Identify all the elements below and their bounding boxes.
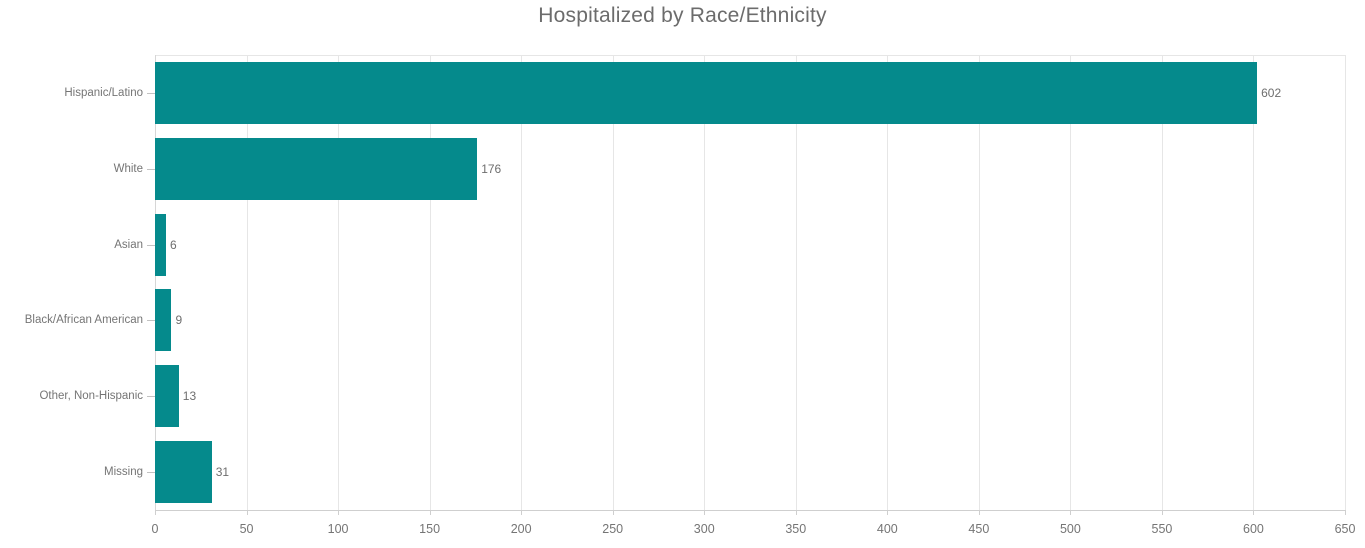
y-tick-asian (147, 244, 155, 246)
value-label-other-non-hispanic: 13 (182, 389, 197, 404)
category-label-missing: Missing (104, 466, 143, 479)
value-label-black-african-american: 9 (175, 313, 183, 328)
x-tick-500 (1070, 510, 1072, 515)
x-tick-label-150: 150 (419, 522, 441, 536)
category-label-asian: Asian (114, 238, 143, 251)
x-gridline-200 (521, 55, 523, 510)
x-gridline-600 (1253, 55, 1255, 510)
value-label-hispanic-latino: 602 (1261, 85, 1282, 100)
bar-other-non-hispanic[interactable] (155, 365, 179, 428)
bar-asian[interactable] (155, 213, 166, 276)
category-label-hispanic-latino: Hispanic/Latino (64, 86, 143, 99)
x-tick-350 (795, 510, 797, 515)
x-tick-label-500: 500 (1059, 522, 1081, 536)
x-tick-0 (155, 510, 156, 515)
x-gridline-150 (429, 55, 431, 510)
chart-title: Hospitalized by Race/Ethnicity (538, 4, 827, 27)
x-tick-550 (1161, 510, 1163, 515)
y-axis-line (155, 55, 156, 510)
x-tick-label-450: 450 (968, 522, 990, 536)
bar-missing[interactable] (155, 441, 212, 504)
x-tick-label-100: 100 (327, 522, 349, 536)
value-label-missing: 31 (215, 465, 230, 480)
x-tick-50 (246, 510, 248, 515)
value-label-asian: 6 (169, 237, 177, 252)
x-tick-200 (521, 510, 523, 515)
x-tick-label-0: 0 (151, 522, 159, 536)
x-tick-450 (978, 510, 980, 515)
x-tick-label-250: 250 (602, 522, 624, 536)
y-tick-other-non-hispanic (147, 396, 155, 398)
y-tick-hispanic-latino (147, 92, 155, 94)
x-gridline-450 (978, 55, 980, 510)
x-tick-300 (704, 510, 706, 515)
plot-top-border (155, 55, 1345, 56)
x-gridline-250 (612, 55, 614, 510)
bar-black-african-american[interactable] (155, 289, 172, 352)
x-tick-100 (338, 510, 340, 515)
x-tick-400 (887, 510, 889, 515)
x-tick-650 (1345, 510, 1346, 515)
x-gridline-350 (795, 55, 797, 510)
x-axis-line (155, 510, 1345, 511)
x-gridline-300 (704, 55, 706, 510)
x-tick-250 (612, 510, 614, 515)
x-tick-label-550: 550 (1151, 522, 1173, 536)
x-tick-label-650: 650 (1334, 522, 1356, 536)
bar-white[interactable] (155, 137, 478, 200)
x-gridline-550 (1161, 55, 1163, 510)
bar-hispanic-latino[interactable] (155, 61, 1258, 124)
category-label-black-african-american: Black/African American (24, 314, 143, 327)
value-label-white: 176 (481, 161, 502, 176)
category-label-other-non-hispanic: Other, Non-Hispanic (39, 390, 143, 403)
x-tick-label-200: 200 (510, 522, 532, 536)
x-tick-label-300: 300 (693, 522, 715, 536)
x-tick-label-400: 400 (876, 522, 898, 536)
x-gridline-650 (1345, 55, 1346, 510)
y-tick-missing (147, 472, 155, 474)
y-tick-white (147, 168, 155, 170)
x-gridline-400 (887, 55, 889, 510)
category-label-white: White (113, 162, 143, 175)
y-tick-black-african-american (147, 320, 155, 322)
x-tick-600 (1253, 510, 1255, 515)
x-gridline-50 (246, 55, 248, 510)
x-gridline-500 (1070, 55, 1072, 510)
x-tick-150 (429, 510, 431, 515)
x-tick-label-50: 50 (239, 522, 254, 536)
x-gridline-100 (338, 55, 340, 510)
x-tick-label-350: 350 (785, 522, 807, 536)
x-tick-label-600: 600 (1243, 522, 1264, 536)
